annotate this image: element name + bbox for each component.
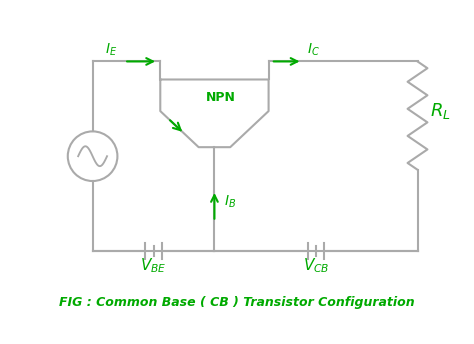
Text: $V_{CB}$: $V_{CB}$ [303,256,329,275]
Text: $I_E$: $I_E$ [105,41,117,58]
Text: NPN: NPN [206,91,236,104]
Text: $I_C$: $I_C$ [307,41,320,58]
Text: FIG : Common Base ( CB ) Transistor Configuration: FIG : Common Base ( CB ) Transistor Conf… [59,297,415,309]
Text: $I_B$: $I_B$ [224,194,237,210]
Text: $V_{BE}$: $V_{BE}$ [140,256,167,275]
Text: $R_L$: $R_L$ [429,100,450,121]
